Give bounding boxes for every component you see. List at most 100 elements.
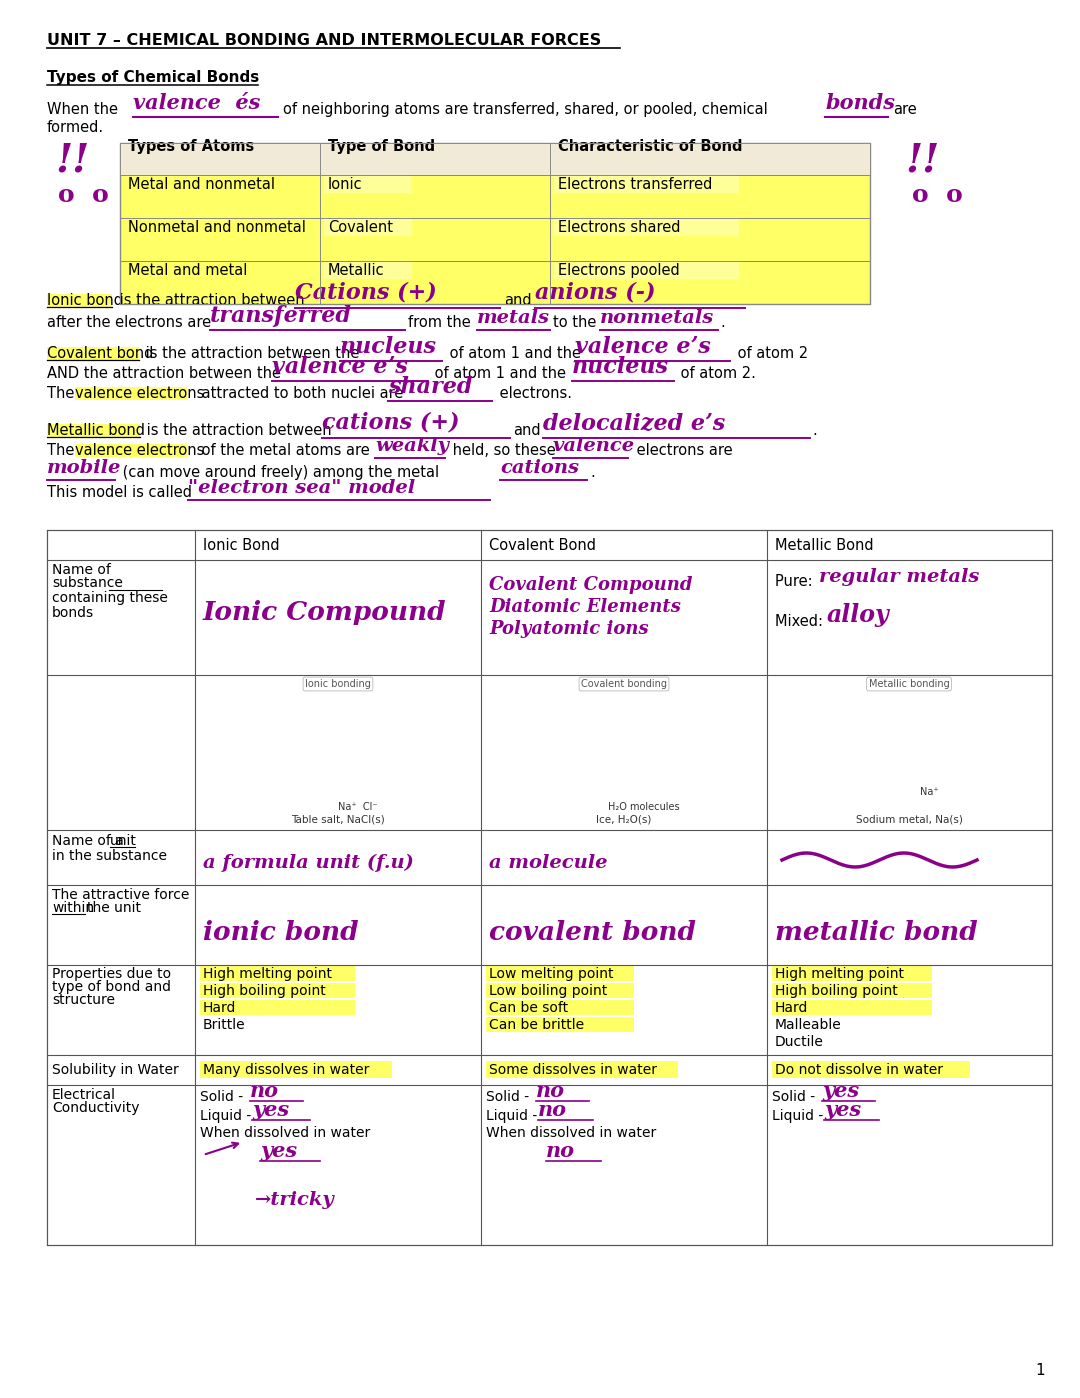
Text: no: no: [538, 1100, 567, 1120]
Text: AND the attraction between the: AND the attraction between the: [48, 366, 285, 382]
Text: bonds: bonds: [825, 94, 895, 113]
Bar: [200, 1061, 392, 1078]
Text: Solid -: Solid -: [486, 1090, 534, 1104]
Text: Metallic Bond: Metallic Bond: [775, 538, 874, 554]
Text: valence  és: valence és: [133, 94, 260, 113]
Text: Ionic bonding: Ionic bonding: [305, 679, 370, 689]
Text: Type of Bond: Type of Bond: [328, 138, 435, 154]
Text: Ductile: Ductile: [775, 1035, 824, 1048]
Text: electrons.: electrons.: [495, 386, 572, 401]
Bar: [486, 983, 634, 998]
Text: yes: yes: [260, 1141, 297, 1160]
Text: When dissolved in water: When dissolved in water: [200, 1125, 370, 1139]
Bar: [75, 445, 187, 457]
Bar: [554, 261, 739, 280]
Text: Covalent: Covalent: [328, 219, 393, 235]
Bar: [486, 966, 634, 981]
Text: High boiling point: High boiling point: [775, 984, 897, 998]
Text: UNIT 7 – CHEMICAL BONDING AND INTERMOLECULAR FORCES: UNIT 7 – CHEMICAL BONDING AND INTERMOLEC…: [48, 34, 602, 48]
Text: Electrical: Electrical: [52, 1088, 116, 1102]
Text: Polyatomic ions: Polyatomic ions: [489, 619, 649, 637]
Text: valence eʼs: valence eʼs: [272, 356, 408, 377]
Text: is the attraction between: is the attraction between: [141, 424, 336, 438]
Text: is the attraction between: is the attraction between: [114, 294, 309, 308]
Bar: [48, 347, 139, 361]
Text: Hard: Hard: [203, 1001, 237, 1015]
Text: electrons are: electrons are: [632, 443, 732, 459]
Text: Some dissolves in water: Some dissolves in water: [489, 1062, 657, 1076]
Text: bonds: bonds: [52, 605, 94, 619]
Text: The: The: [48, 386, 79, 401]
Text: delocalized eʼs: delocalized eʼs: [543, 412, 726, 433]
Text: Electrons pooled: Electrons pooled: [558, 263, 679, 278]
Bar: [772, 983, 932, 998]
Text: regular metals: regular metals: [819, 568, 980, 586]
Text: (can move around freely) among the metal: (can move around freely) among the metal: [118, 466, 444, 480]
Text: no: no: [249, 1081, 279, 1102]
Text: The attractive force: The attractive force: [52, 888, 189, 902]
Text: a molecule: a molecule: [489, 854, 607, 872]
Text: type of bond and: type of bond and: [52, 980, 171, 994]
Text: Properties due to: Properties due to: [52, 967, 171, 981]
Text: Ionic bond: Ionic bond: [48, 294, 123, 308]
Text: and: and: [504, 294, 531, 308]
Text: mobile: mobile: [48, 459, 121, 477]
Text: Nonmetal and nonmetal: Nonmetal and nonmetal: [129, 219, 306, 235]
Text: shared: shared: [388, 376, 472, 398]
Text: of atom 2.: of atom 2.: [676, 366, 756, 382]
Text: formed.: formed.: [48, 120, 104, 136]
Text: Can be brittle: Can be brittle: [489, 1018, 584, 1032]
Text: Metal and nonmetal: Metal and nonmetal: [129, 178, 275, 192]
Text: of atom 1 and the: of atom 1 and the: [430, 366, 570, 382]
Text: within: within: [52, 900, 94, 916]
Text: The: The: [48, 443, 79, 459]
Text: to the: to the: [553, 315, 596, 330]
Text: Metal and metal: Metal and metal: [129, 263, 247, 278]
Bar: [48, 424, 140, 438]
Text: Diatomic Elements: Diatomic Elements: [489, 598, 680, 617]
Text: substance: substance: [52, 576, 123, 590]
Text: alloy: alloy: [827, 603, 890, 626]
Text: Liquid -: Liquid -: [200, 1109, 256, 1123]
Text: yes: yes: [824, 1100, 861, 1120]
Text: Low boiling point: Low boiling point: [489, 984, 607, 998]
Text: Brittle: Brittle: [203, 1018, 245, 1032]
Text: yes: yes: [822, 1081, 859, 1102]
Text: Low melting point: Low melting point: [489, 967, 613, 981]
Text: valence eʼs: valence eʼs: [575, 336, 711, 358]
Text: after the electrons are: after the electrons are: [48, 315, 211, 330]
Text: metals: metals: [477, 309, 550, 327]
Text: Liquid -: Liquid -: [772, 1109, 827, 1123]
Bar: [48, 294, 112, 308]
Text: attracted to both nuclei are: attracted to both nuclei are: [197, 386, 408, 401]
Text: Metallic: Metallic: [328, 263, 384, 278]
Text: transferred: transferred: [210, 305, 352, 327]
Text: When the: When the: [48, 102, 118, 117]
Text: Solid -: Solid -: [200, 1090, 247, 1104]
Text: of neighboring atoms are transferred, shared, or pooled, chemical: of neighboring atoms are transferred, sh…: [283, 102, 768, 117]
Bar: [200, 983, 355, 998]
Text: This model is called: This model is called: [48, 485, 197, 500]
Text: Pure:: Pure:: [775, 575, 818, 589]
Text: Cations (+): Cations (+): [295, 282, 436, 303]
Text: H₂O molecules: H₂O molecules: [608, 802, 679, 812]
Text: nucleus: nucleus: [572, 356, 669, 377]
Text: valence electrons: valence electrons: [75, 443, 204, 459]
Text: →tricky: →tricky: [255, 1191, 335, 1209]
Text: Conductivity: Conductivity: [52, 1102, 139, 1116]
Text: weakly: weakly: [375, 438, 449, 454]
Text: Metallic bond: Metallic bond: [48, 424, 145, 438]
Bar: [554, 175, 739, 193]
Bar: [120, 143, 870, 175]
Text: Can be soft: Can be soft: [489, 1001, 568, 1015]
Text: Sodium metal, Na(s): Sodium metal, Na(s): [855, 815, 962, 825]
Text: no: no: [546, 1141, 575, 1160]
Bar: [48, 530, 1052, 1246]
Text: Hard: Hard: [775, 1001, 808, 1015]
Text: Types of Chemical Bonds: Types of Chemical Bonds: [48, 70, 259, 85]
Text: !!: !!: [905, 143, 940, 180]
Bar: [772, 1000, 932, 1015]
Bar: [75, 387, 187, 400]
Text: Do not dissolve in water: Do not dissolve in water: [775, 1062, 943, 1076]
Text: Name of: Name of: [52, 563, 111, 577]
